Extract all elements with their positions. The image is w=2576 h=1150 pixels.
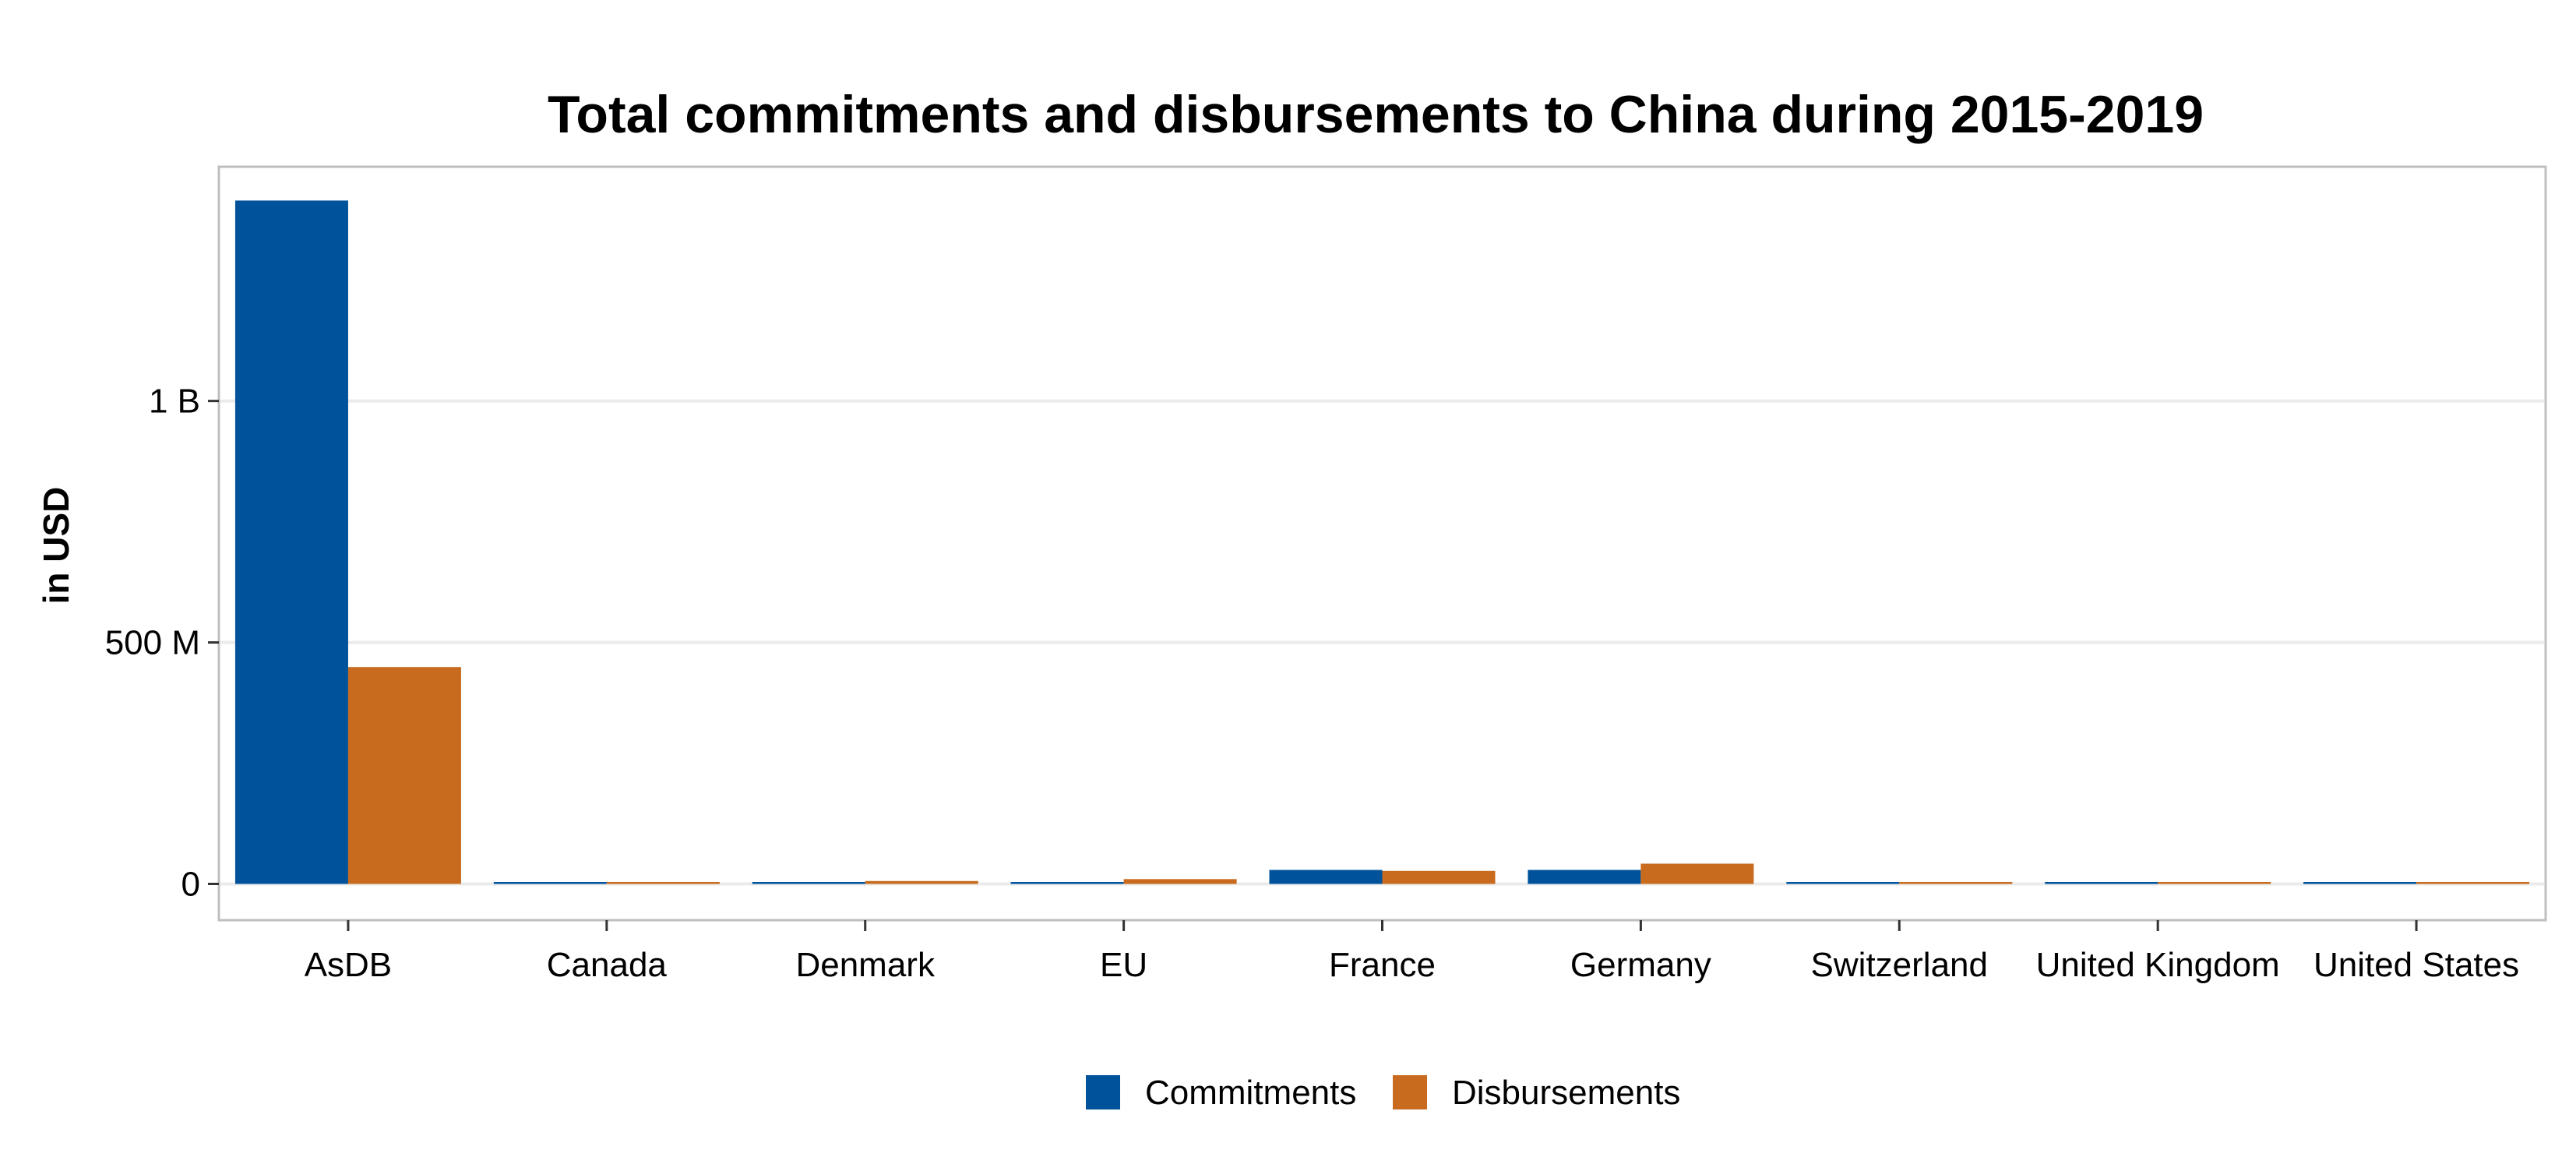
x-tick-label: Germany [1570,946,1711,984]
bar-disbursements-united-kingdom [2158,882,2271,884]
legend-label-disbursements: Disbursements [1452,1074,1680,1112]
x-tick-label: Switzerland [1811,946,1988,984]
legend-label-commitments: Commitments [1145,1074,1356,1112]
chart-title: Total commitments and disbursements to C… [548,85,2204,144]
y-tick-label: 1 B [149,383,200,421]
bars [234,200,2530,884]
x-tick-label: AsDB [305,946,392,984]
y-axis-label: in USD [36,487,76,605]
x-tick-label: Canada [547,946,668,984]
y-tick-label: 0 [181,866,200,904]
bar-commitments-germany [1528,870,1641,884]
legend-swatch-disbursements [1393,1075,1427,1109]
bar-commitments-united-kingdom [2045,882,2158,884]
bar-disbursements-germany [1640,863,1754,884]
plot-panel [217,165,2547,922]
bar-disbursements-france [1382,870,1496,884]
x-axis: AsDB Canada Denmark EU France Germany Switzerl… [305,920,2519,984]
bar-commitments-canada [493,882,607,884]
bar-commitments-denmark [752,882,865,884]
y-tick-label: 500 M [105,624,200,662]
bar-disbursements-asdb [347,667,461,884]
bar-disbursements-switzerland [1899,882,2013,884]
x-tick-label: United Kingdom [2036,946,2280,984]
x-tick-label: EU [1100,946,1147,984]
x-tick-label: Denmark [795,946,935,984]
bar-commitments-switzerland [1786,882,1900,884]
bar-disbursements-denmark [865,880,978,884]
bar-commitments-united-states [2303,882,2417,884]
bar-disbursements-canada [606,882,720,884]
x-tick-label: United States [2313,946,2519,984]
bar-commitments-france [1269,870,1383,884]
x-tick-label: France [1329,946,1436,984]
bar-commitments-asdb [234,200,348,884]
bar-disbursements-eu [1123,879,1237,884]
legend: Commitments Disbursements [1086,1074,1680,1112]
y-axis: 0 500 M 1 B [105,383,219,904]
legend-swatch-commitments [1086,1075,1120,1109]
bar-disbursements-united-states [2416,882,2530,884]
bar-commitments-eu [1010,882,1124,884]
